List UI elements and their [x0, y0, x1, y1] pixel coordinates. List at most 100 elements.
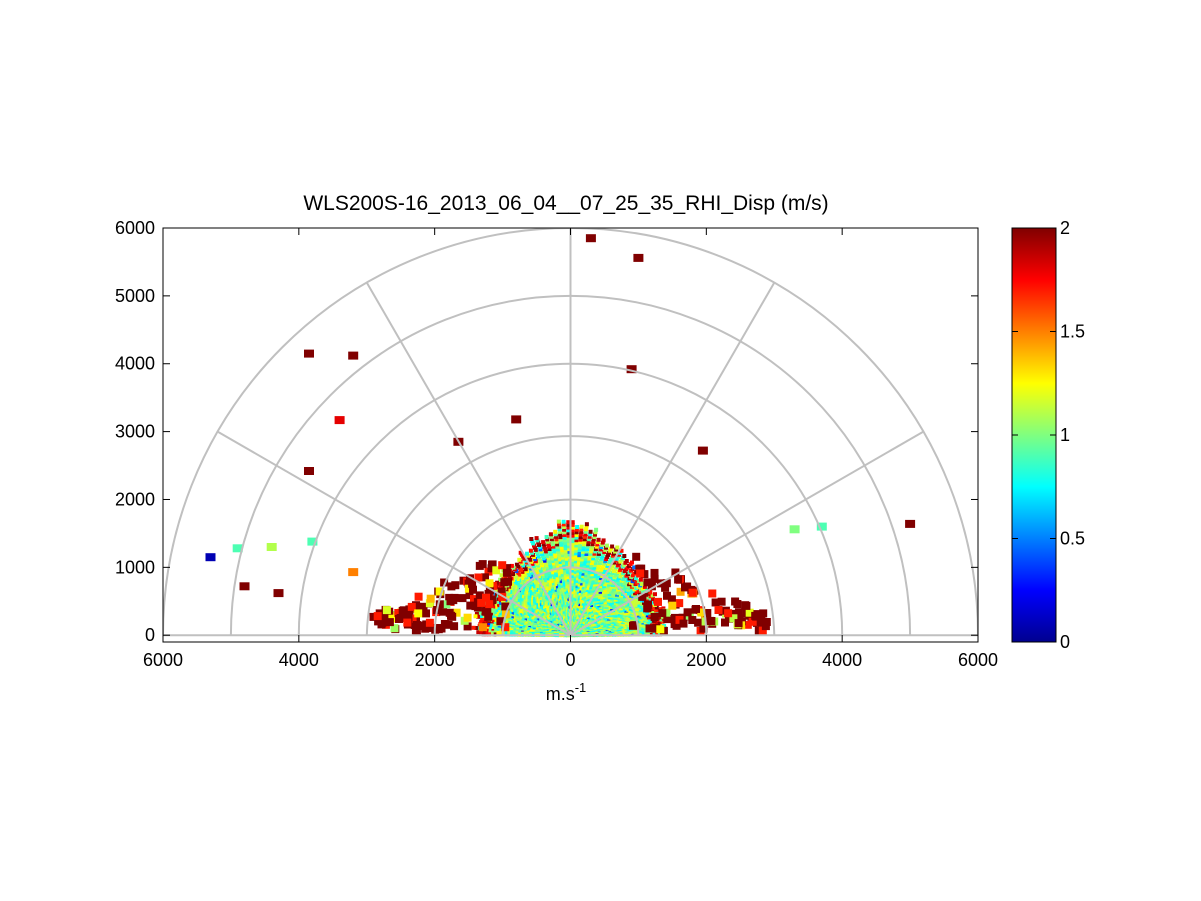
scan-cell	[530, 561, 535, 566]
y-axis: 0 1000 2000 3000 4000 5000 6000	[115, 218, 978, 645]
scan-cell	[558, 562, 563, 567]
elevation-spoke	[217, 430, 571, 637]
scan-cell	[570, 528, 575, 533]
scan-cell	[548, 532, 553, 537]
scan-cell	[639, 601, 644, 606]
scan-cell	[584, 522, 589, 527]
x-axis: 6000 4000 2000 0 2000 4000 6000	[143, 228, 998, 670]
scan-cell	[638, 577, 643, 582]
scan-cell	[408, 614, 417, 623]
scan-cell	[545, 576, 550, 581]
scan-cell	[574, 573, 579, 578]
scan-cell	[594, 558, 599, 563]
scan-cell	[582, 561, 587, 566]
scan-cell	[544, 574, 549, 579]
scan-cell	[658, 615, 663, 620]
scan-cell	[646, 591, 651, 596]
scan-cell	[717, 597, 726, 606]
scan-cell	[599, 545, 604, 550]
scan-cell	[498, 608, 503, 612]
scan-cell	[583, 534, 587, 539]
scan-cell	[505, 599, 510, 604]
scan-cell	[603, 547, 608, 552]
scan-cell	[544, 582, 549, 587]
scan-cell	[549, 534, 554, 539]
scan-cell	[566, 533, 571, 538]
scan-cell	[551, 585, 556, 590]
scan-cell	[557, 529, 562, 534]
scan-cell	[667, 595, 676, 604]
scan-cell	[439, 607, 448, 616]
scan-cell	[601, 538, 606, 543]
scan-cell	[580, 555, 584, 559]
elevation-spoke	[365, 282, 572, 636]
scan-cell	[609, 546, 614, 551]
scan-cell	[606, 552, 611, 557]
elevation-spoke	[569, 282, 776, 636]
scan-cell	[559, 545, 564, 550]
scan-cell	[557, 557, 562, 562]
scan-cell	[552, 549, 557, 554]
scan-cell	[648, 612, 653, 617]
scan-cell	[650, 593, 655, 598]
scan-cell	[585, 547, 590, 552]
scan-cell	[530, 539, 535, 544]
scan-cell	[573, 559, 577, 564]
scan-cell	[414, 609, 423, 618]
scan-cell	[629, 621, 637, 630]
scan-cell	[585, 577, 589, 582]
scan-cell	[581, 580, 586, 585]
scan-cell	[490, 610, 495, 615]
scan-cell	[544, 588, 549, 593]
scan-cell	[556, 549, 561, 554]
scan-cell	[584, 579, 589, 584]
scan-cell	[561, 582, 566, 587]
scan-cell	[569, 560, 574, 565]
scan-cell	[549, 587, 554, 592]
scan-cell	[759, 609, 768, 618]
data-point	[239, 582, 250, 591]
scan-cell	[729, 614, 738, 623]
scan-cell	[591, 539, 596, 544]
scan-cell	[507, 600, 512, 605]
scan-cell	[646, 595, 651, 600]
scan-cell	[573, 548, 578, 553]
scan-cell	[592, 551, 597, 556]
scan-cell	[694, 618, 703, 627]
data-point	[348, 568, 359, 577]
scan-cell	[602, 550, 607, 555]
scan-cell	[681, 583, 689, 592]
scan-cell	[562, 535, 567, 540]
x-tick-label: 6000	[143, 650, 183, 670]
scan-cell	[549, 554, 554, 559]
scan-cell	[595, 576, 600, 581]
scan-cell	[610, 544, 615, 549]
scan-cell	[570, 552, 575, 557]
scan-cell	[588, 532, 593, 537]
scan-cell	[414, 592, 423, 601]
scan-cell	[525, 551, 529, 556]
scan-cell	[670, 620, 679, 629]
scan-cell	[567, 579, 572, 584]
scan-cell	[567, 576, 572, 581]
scan-cell	[556, 585, 561, 590]
scan-cell	[554, 584, 559, 589]
scan-cell	[495, 580, 500, 585]
scan-cell	[536, 565, 541, 570]
scan-cell	[572, 575, 576, 580]
scan-cell	[622, 554, 627, 558]
scan-cell	[534, 536, 539, 541]
scan-cell	[495, 593, 499, 598]
scan-cell	[570, 531, 575, 535]
scan-cell	[582, 559, 587, 564]
scan-cell	[570, 544, 575, 549]
scan-cell	[606, 561, 611, 566]
scan-cell	[593, 572, 598, 576]
scan-cell	[543, 572, 548, 576]
scan-cell	[566, 539, 571, 544]
scan-cell	[537, 542, 541, 547]
scan-cell	[570, 522, 575, 527]
scan-cell	[501, 602, 510, 611]
scan-cell	[563, 554, 568, 559]
scan-cell	[604, 545, 609, 550]
